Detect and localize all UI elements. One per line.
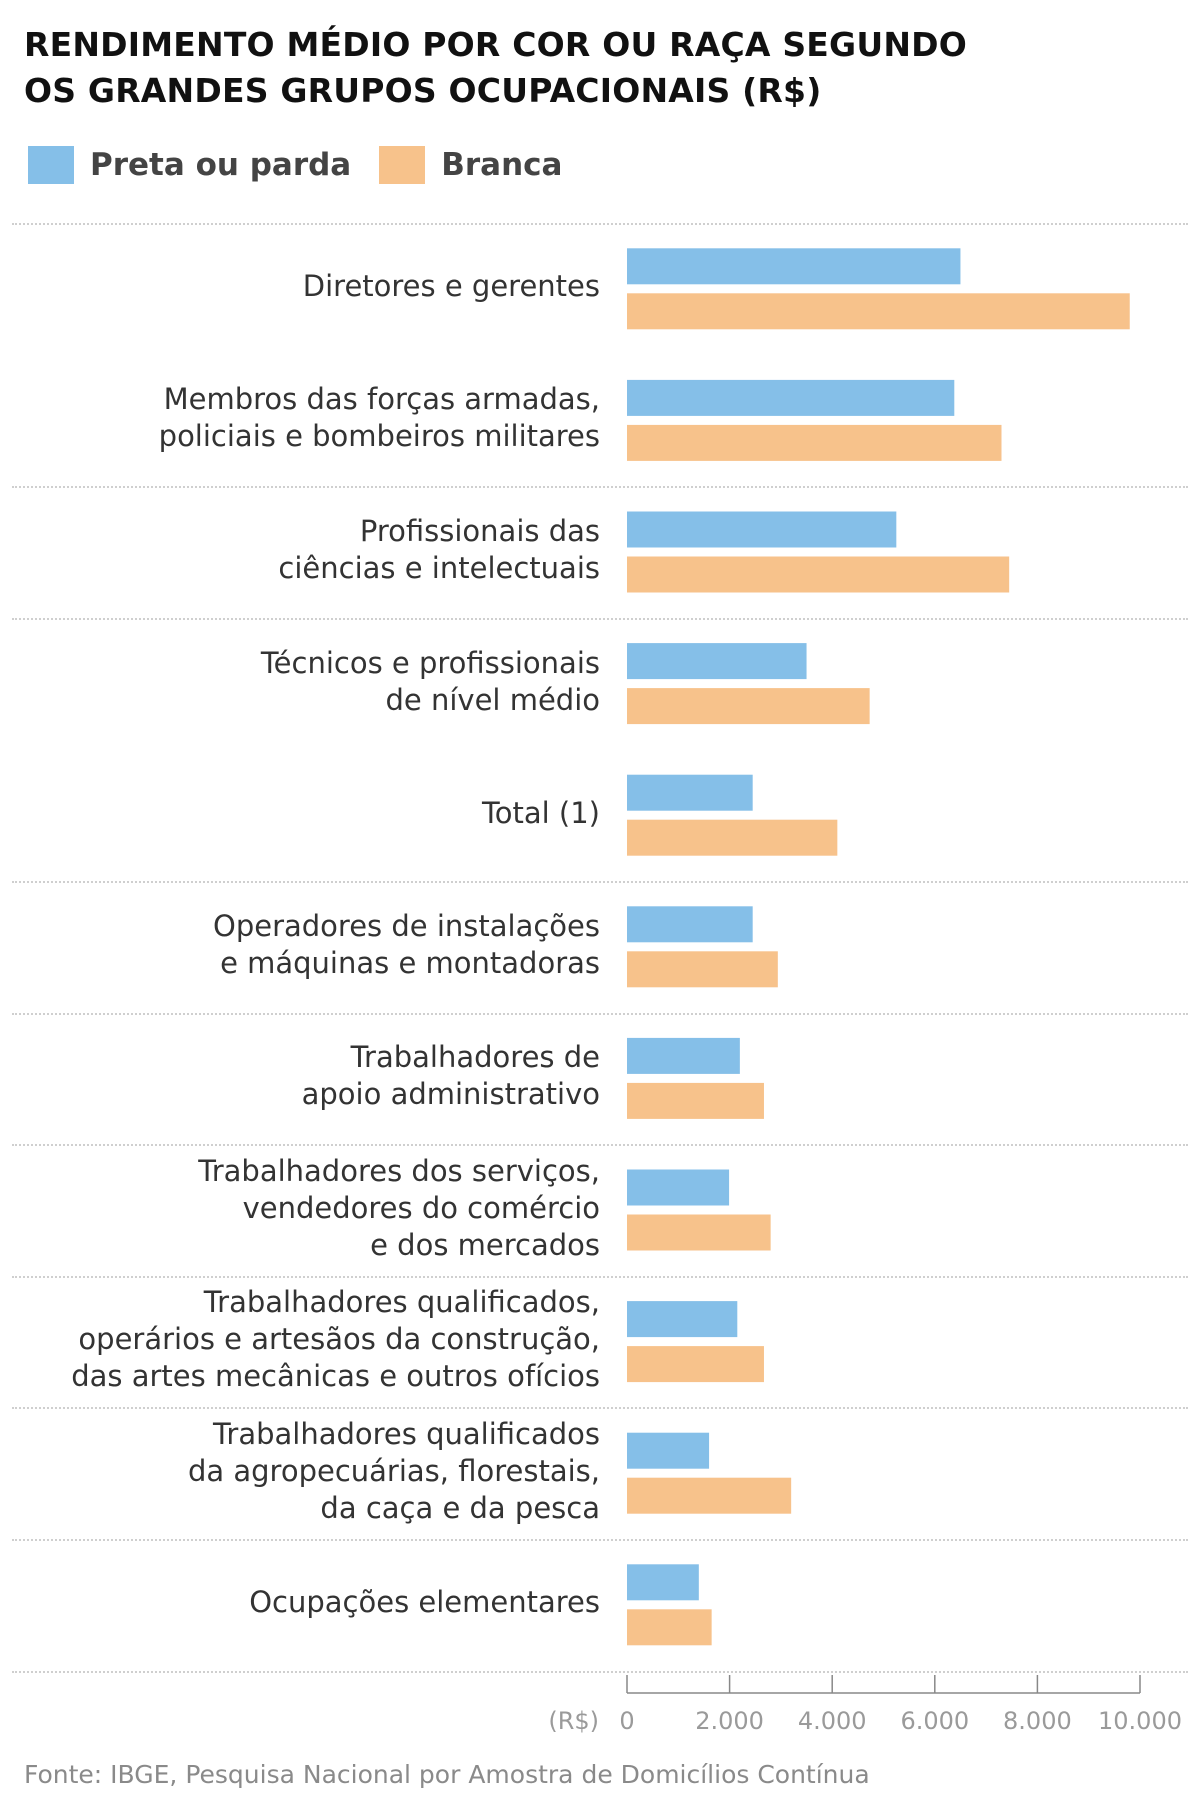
bar-preta-ou-parda — [627, 379, 955, 416]
category-label: Técnicos e profissionais de nível médio — [261, 645, 600, 719]
legend-item-preta-ou-parda: Preta ou parda — [28, 146, 351, 184]
category-label-line: Técnicos e profissionais — [260, 645, 600, 680]
chart-title-line-1: RENDIMENTO MÉDIO POR COR OU RAÇA SEGUNDO — [24, 25, 967, 64]
category-label-line: Membros das forças armadas, — [163, 382, 600, 417]
category-label: Trabalhadores dos serviços, vendedores do… — [198, 1153, 600, 1264]
category-label-line: apoio administrativo — [301, 1077, 600, 1112]
bar-branca — [627, 1609, 712, 1646]
x-tick-label: 2.000 — [695, 1707, 764, 1735]
bar-branca — [627, 1082, 764, 1119]
category-label: Ocupações elementares — [249, 1584, 600, 1621]
row-divider — [12, 617, 1188, 620]
x-tick-label: 6.000 — [900, 1707, 969, 1735]
category-label-line: Trabalhadores qualificados — [212, 1416, 600, 1451]
bar-preta-ou-parda — [627, 248, 961, 285]
x-tick-label: 8.000 — [1003, 1707, 1072, 1735]
row-divider — [12, 223, 1188, 225]
row-divider — [12, 486, 1188, 489]
category-label: Diretores e gerentes — [303, 268, 600, 305]
category-label-line: Diretores e gerentes — [302, 269, 600, 304]
category-label: Membros das forças armadas, policiais e b… — [159, 381, 600, 455]
category-label-line: e máquinas e montadoras — [220, 945, 600, 980]
category-label-line: Operadores de instalações — [213, 908, 600, 943]
bar-branca — [627, 293, 1130, 330]
category-label-line: Trabalhadores dos serviços, — [198, 1153, 600, 1188]
chart-title: RENDIMENTO MÉDIO POR COR OU RAÇA SEGUNDO… — [24, 22, 1124, 114]
category-label-line: Trabalhadores de — [350, 1040, 600, 1075]
x-axis-unit-label: (R$) — [548, 1707, 599, 1735]
bar-preta-ou-parda — [627, 643, 807, 680]
category-label-line: policiais e bombeiros militares — [158, 419, 600, 454]
category-label: Trabalhadores de apoio administrativo — [302, 1039, 600, 1113]
category-label: Trabalhadores qualificados da agropecuári… — [188, 1416, 600, 1527]
bar-branca — [627, 688, 870, 725]
category-label-line: Ocupações elementares — [249, 1585, 600, 1620]
row-divider — [12, 1670, 1188, 1673]
category-label-line: das artes mecânicas e outros ofícios — [71, 1359, 600, 1394]
legend-item-branca: Branca — [379, 146, 562, 184]
bar-branca — [627, 1214, 771, 1251]
bar-preta-ou-parda — [627, 511, 897, 548]
category-label-line: e dos mercados — [370, 1227, 600, 1262]
bar-preta-ou-parda — [627, 1169, 730, 1206]
x-tick-label: 10.000 — [1098, 1707, 1182, 1735]
row-divider — [12, 1407, 1188, 1410]
bar-preta-ou-parda — [627, 1037, 740, 1074]
bar-preta-ou-parda — [627, 1301, 738, 1338]
row-divider — [12, 1144, 1188, 1147]
legend-label-branca: Branca — [441, 147, 563, 183]
category-label: Profissionais das ciências e intelectuais — [278, 513, 600, 587]
category-label-line: Trabalhadores qualificados, — [203, 1285, 600, 1320]
row-divider — [12, 881, 1188, 883]
legend-swatch-preta-ou-parda — [28, 146, 74, 184]
source-note: Fonte: IBGE, Pesquisa Nacional por Amost… — [24, 1760, 870, 1789]
bar-branca — [627, 951, 778, 988]
bar-branca — [627, 556, 1010, 593]
category-label: Total (1) — [482, 795, 600, 832]
category-label-line: da agropecuárias, florestais, — [187, 1453, 600, 1488]
category-label: Operadores de instalações e máquinas e mo… — [213, 908, 600, 982]
category-label-line: Profissionais das — [359, 514, 600, 548]
bar-preta-ou-parda — [627, 906, 753, 943]
chart-title-line-2: OS GRANDES GRUPOS OCUPACIONAIS (R$) — [24, 71, 822, 110]
bar-branca — [627, 424, 1002, 461]
row-divider — [12, 1275, 1188, 1278]
bar-branca — [627, 1346, 764, 1383]
legend-label-preta-ou-parda: Preta ou parda — [90, 147, 352, 183]
category-label-line: ciências e intelectuais — [278, 551, 600, 585]
category-label-line: de nível médio — [385, 682, 600, 717]
bar-branca — [627, 1477, 792, 1514]
category-label-line: operários e artesãos da construção, — [78, 1322, 600, 1357]
x-tick-label: 0 — [619, 1707, 634, 1735]
category-label-line: Total (1) — [481, 795, 600, 830]
bar-preta-ou-parda — [627, 1432, 710, 1469]
bar-preta-ou-parda — [627, 774, 753, 811]
legend-swatch-branca — [379, 146, 426, 184]
category-label-line: da caça e da pesca — [320, 1490, 600, 1525]
legend: Preta ou parda Branca — [28, 145, 590, 185]
category-label-line: vendedores do comércio — [242, 1190, 600, 1225]
x-tick-label: 4.000 — [798, 1707, 867, 1735]
row-divider — [12, 1539, 1188, 1541]
bar-branca — [627, 819, 838, 856]
category-label: Trabalhadores qualificados, operários e a… — [71, 1284, 600, 1395]
bar-preta-ou-parda — [627, 1564, 699, 1601]
row-divider — [12, 1012, 1188, 1015]
